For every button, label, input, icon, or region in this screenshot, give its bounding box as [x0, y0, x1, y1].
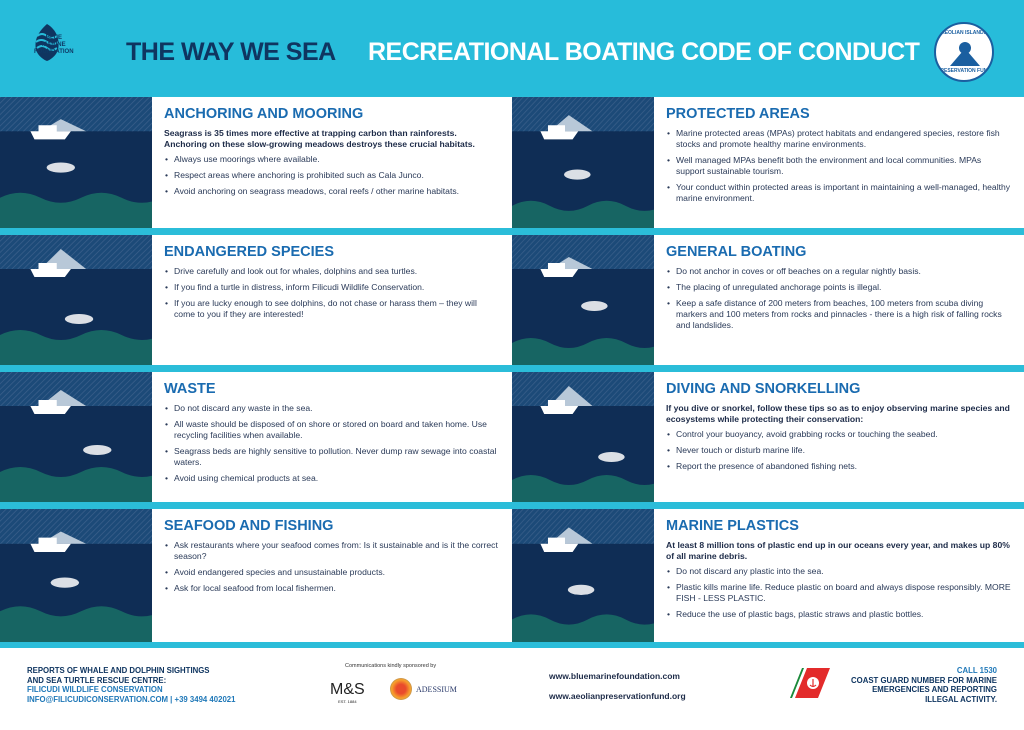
whale-boat-illustration — [0, 235, 152, 365]
website-link-bmf[interactable]: www.bluemarinefoundation.com — [549, 671, 680, 681]
bullet-item: Avoid endangered species and unsustainab… — [164, 567, 500, 578]
bullet-item: All waste should be disposed of on shore… — [164, 419, 500, 441]
bullet-item: Ask for local seafood from local fisherm… — [164, 583, 500, 594]
bullet-item: The placing of unregulated anchorage poi… — [666, 282, 1012, 293]
panel-title: SEAFOOD AND FISHING — [164, 518, 334, 534]
bullet-item: Plastic kills marine life. Reduce plasti… — [666, 582, 1012, 604]
report-info: REPORTS OF WHALE AND DOLPHIN SIGHTINGS A… — [27, 666, 236, 704]
panel-text: PROTECTED AREAS Marine protected areas (M… — [654, 97, 1024, 228]
panel-title: MARINE PLASTICS — [666, 518, 799, 534]
bullet-item: Reduce the use of plastic bags, plastic … — [666, 609, 1012, 620]
subtitle: RECREATIONAL BOATING CODE OF CONDUCT — [368, 38, 920, 66]
panel-endangered-species: ENDANGERED SPECIES Drive carefully and lo… — [0, 235, 512, 365]
bullet-item: Do not discard any plastic into the sea. — [666, 566, 1012, 577]
adessium-logo: ADESSIUM — [390, 678, 457, 700]
plastic-net-illustration — [512, 509, 654, 642]
panel-title: GENERAL BOATING — [666, 244, 807, 260]
bullet-item: Respect areas where anchoring is prohibi… — [164, 170, 500, 181]
panel-text: ANCHORING AND MOORING Seagrass is 35 time… — [152, 97, 512, 228]
ms-logo: M&S EST. 1884 — [330, 681, 365, 704]
panel-general-boating: GENERAL BOATING Do not anchor in coves or… — [512, 235, 1024, 365]
panel-marine-plastics: MARINE PLASTICS At least 8 million tons o… — [512, 509, 1024, 642]
bullet-item: Your conduct within protected areas is i… — [666, 182, 1012, 204]
footer: REPORTS OF WHALE AND DOLPHIN SIGHTINGS A… — [0, 648, 1024, 730]
panel-waste: WASTE Do not discard any waste in the sea… — [0, 372, 512, 502]
header: BLUE MARINE FOUNDATION THE WAY WE SEA RE… — [0, 0, 1024, 96]
panel-title: WASTE — [164, 381, 216, 397]
panel-text: SEAFOOD AND FISHING Ask restaurants where… — [152, 509, 512, 642]
speedboat-illustration — [512, 235, 654, 365]
website-link-aeolian[interactable]: www.aeolianpreservationfund.org — [549, 691, 686, 701]
coast-guard-stripe-icon — [790, 668, 830, 698]
title: THE WAY WE SEA — [126, 38, 336, 66]
bullet-item: If you are lucky enough to see dolphins,… — [164, 298, 500, 320]
panel-diving-and-snorkelling: DIVING AND SNORKELLING If you dive or sno… — [512, 372, 1024, 502]
panel-text: ENDANGERED SPECIES Drive carefully and lo… — [152, 235, 512, 365]
anchor-seagrass-illustration — [0, 97, 152, 228]
boat-buoys-illustration — [512, 97, 654, 228]
bullet-item: Report the presence of abandoned fishing… — [666, 461, 1012, 472]
panel-title: ENDANGERED SPECIES — [164, 244, 335, 260]
panel-text: WASTE Do not discard any waste in the sea… — [152, 372, 512, 502]
bullet-item: Well managed MPAs benefit both the envir… — [666, 155, 1012, 177]
bullet-item: Control your buoyancy, avoid grabbing ro… — [666, 429, 1012, 440]
panel-anchoring-and-mooring: ANCHORING AND MOORING Seagrass is 35 time… — [0, 97, 512, 228]
panel-title: PROTECTED AREAS — [666, 106, 810, 122]
bullet-item: Always use moorings where available. — [164, 154, 500, 165]
volcano-icon — [950, 42, 980, 66]
panel-text: GENERAL BOATING Do not anchor in coves or… — [654, 235, 1024, 365]
bullet-item: Avoid anchoring on seagrass meadows, cor… — [164, 186, 500, 197]
coast-guard-info: CALL 1530 COAST GUARD NUMBER FOR MARINE … — [851, 666, 997, 704]
bullet-item: Do not anchor in coves or off beaches on… — [666, 266, 1012, 277]
panel-intro: Seagrass is 35 times more effective at t… — [164, 128, 475, 149]
fishing-boat-illustration — [0, 509, 152, 642]
wave-shield-icon — [35, 24, 59, 61]
panel-intro: If you dive or snorkel, follow these tip… — [666, 403, 1010, 424]
sun-icon — [390, 678, 412, 700]
bullet-item: Do not discard any waste in the sea. — [164, 403, 500, 414]
bullet-item: Never touch or disturb marine life. — [666, 445, 1012, 456]
sponsor-label: Communications kindly sponsored by — [345, 663, 437, 669]
aeolian-fund-logo: AEOLIAN ISLANDS PRESERVATION FUND — [934, 22, 994, 82]
bullet-item: Marine protected areas (MPAs) protect ha… — [666, 128, 1012, 150]
contact-link[interactable]: INFO@FILICUDICONSERVATION.COM | +39 3494… — [27, 694, 236, 704]
bullet-item: Avoid using chemical products at sea. — [164, 473, 500, 484]
panel-title: DIVING AND SNORKELLING — [666, 381, 861, 397]
panel-intro: At least 8 million tons of plastic end u… — [666, 540, 1010, 561]
diver-illustration — [512, 372, 654, 502]
blue-marine-foundation-logo: BLUE MARINE FOUNDATION — [22, 22, 74, 67]
bullet-item: Ask restaurants where your seafood comes… — [164, 540, 500, 562]
bullet-item: Seagrass beds are highly sensitive to po… — [164, 446, 500, 468]
bullet-item: If you find a turtle in distress, inform… — [164, 282, 500, 293]
panel-text: MARINE PLASTICS At least 8 million tons o… — [654, 509, 1024, 642]
bullet-item: Drive carefully and look out for whales,… — [164, 266, 500, 277]
bullet-item: Keep a safe distance of 200 meters from … — [666, 298, 1012, 331]
volcano-boats-illustration — [0, 372, 152, 502]
panel-protected-areas: PROTECTED AREAS Marine protected areas (M… — [512, 97, 1024, 228]
panel-seafood-and-fishing: SEAFOOD AND FISHING Ask restaurants where… — [0, 509, 512, 642]
panel-title: ANCHORING AND MOORING — [164, 106, 364, 122]
panel-text: DIVING AND SNORKELLING If you dive or sno… — [654, 372, 1024, 502]
